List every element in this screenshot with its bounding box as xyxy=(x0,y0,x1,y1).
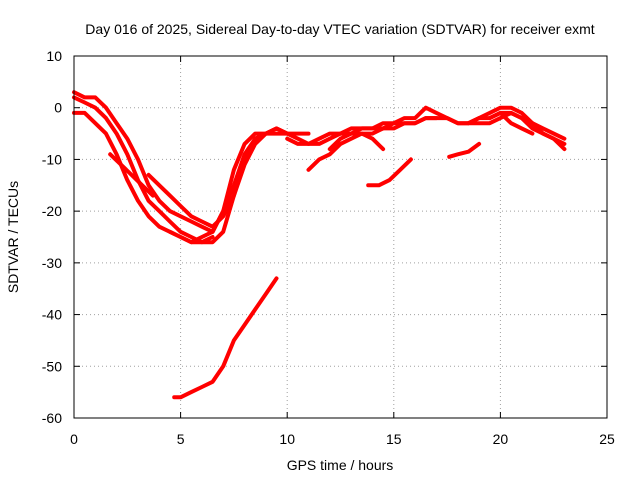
series-track-4 xyxy=(108,152,155,198)
x-tick-label: 20 xyxy=(493,431,509,447)
x-tick-label: 25 xyxy=(599,431,615,447)
series-track-7 xyxy=(263,105,567,146)
y-tick-label: -30 xyxy=(42,255,62,271)
x-tick-label: 15 xyxy=(386,431,402,447)
y-tick-label: 0 xyxy=(54,100,62,116)
series-track-12 xyxy=(466,110,535,136)
y-tick-label: -40 xyxy=(42,307,62,323)
x-tick-label: 10 xyxy=(279,431,295,447)
y-axis-ticks: -60 -50 -40 -30 -20 -10 0 10 xyxy=(42,48,607,426)
series-track-6 xyxy=(167,229,215,245)
series-layer xyxy=(72,90,567,400)
series-track-15 xyxy=(172,276,279,400)
series-track-13 xyxy=(366,157,413,188)
series-track-14 xyxy=(447,141,482,159)
x-axis-label: GPS time / hours xyxy=(287,457,394,473)
y-axis-label: SDTVAR / TECUs xyxy=(5,181,21,293)
series-track-9 xyxy=(306,116,439,172)
x-tick-label: 5 xyxy=(177,431,185,447)
y-tick-label: -50 xyxy=(42,358,62,374)
y-tick-label: -20 xyxy=(42,203,62,219)
series-track-10 xyxy=(327,131,386,152)
chart-title: Day 016 of 2025, Sidereal Day-to-day VTE… xyxy=(85,21,594,37)
y-tick-label: -10 xyxy=(42,151,62,167)
y-tick-label: -60 xyxy=(42,410,62,426)
series-track-5 xyxy=(146,131,268,229)
plot-frame xyxy=(73,55,608,419)
series-track-2 xyxy=(72,90,290,234)
x-tick-label: 0 xyxy=(70,431,78,447)
y-tick-label: 10 xyxy=(46,48,62,64)
